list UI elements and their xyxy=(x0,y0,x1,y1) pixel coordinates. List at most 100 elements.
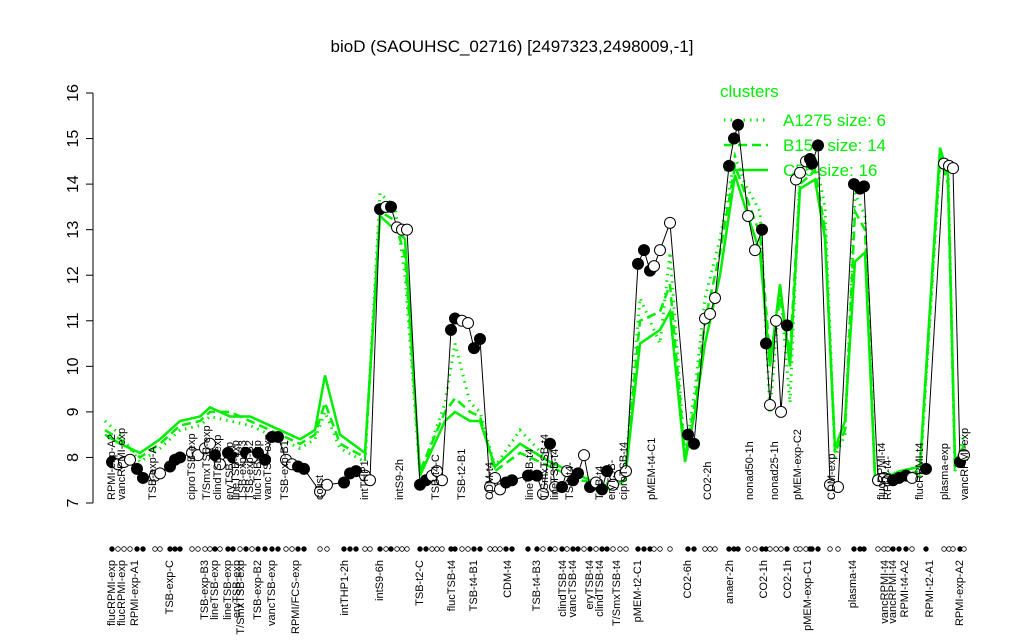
point-label: lineTSB-exp xyxy=(230,440,242,500)
cluster-dot xyxy=(283,546,289,552)
point xyxy=(947,162,959,175)
x-label: TSB-t4-B3 xyxy=(531,560,543,611)
legend-title: clusters xyxy=(720,82,779,101)
point-label: pMEM-t4-C1 xyxy=(646,438,658,500)
point xyxy=(298,462,310,475)
point-label: colist xyxy=(314,475,326,500)
cluster-dot xyxy=(896,546,902,552)
x-label: flucTSB-t4 xyxy=(446,560,458,611)
point xyxy=(770,314,782,327)
point xyxy=(572,467,584,480)
y-tick-label: 14 xyxy=(65,175,82,193)
x-label: CO2-1h xyxy=(782,560,794,599)
cluster-dot xyxy=(367,546,373,552)
point-label: nonad25-1h xyxy=(769,441,781,500)
cluster-dot xyxy=(347,546,353,552)
point-label: CDM-exp xyxy=(826,454,838,500)
point xyxy=(272,430,284,443)
point-label: vancRPMI-exp xyxy=(116,428,128,500)
cluster-dot xyxy=(417,546,423,552)
cluster-dot xyxy=(487,546,493,552)
cluster-dot xyxy=(477,546,483,552)
cluster-dot xyxy=(423,546,429,552)
x-label: RPMI-exp-A2 xyxy=(954,560,966,626)
cluster-dot xyxy=(702,546,708,552)
cluster-dot xyxy=(767,546,773,552)
x-label: lineTSB-exp xyxy=(222,560,234,620)
point xyxy=(749,244,761,257)
y-tick-label: 16 xyxy=(65,84,82,102)
cluster-dot xyxy=(923,546,929,552)
cluster-dot xyxy=(152,546,158,552)
x-label: TSB-exp-C xyxy=(164,560,176,614)
cluster-dot xyxy=(809,546,815,552)
point xyxy=(760,337,772,350)
point xyxy=(445,323,457,336)
cluster-dot xyxy=(903,546,909,552)
legend-label: A1275 size: 6 xyxy=(783,111,886,130)
cluster-dot xyxy=(362,546,368,552)
cluster-dot xyxy=(861,546,867,552)
point xyxy=(756,223,768,236)
cluster-dot xyxy=(459,546,465,552)
cluster-dot xyxy=(289,546,295,552)
cluster-dot xyxy=(255,546,261,552)
cluster-dot xyxy=(492,546,498,552)
cluster-dot xyxy=(815,546,821,552)
cluster-dot xyxy=(604,546,610,552)
x-label: anaer-2h xyxy=(724,560,736,604)
cluster-dot xyxy=(167,546,173,552)
y-tick-label: 11 xyxy=(65,312,82,329)
cluster-dot xyxy=(134,546,140,552)
x-label: CO2-1h xyxy=(758,560,770,599)
cluster-dot xyxy=(745,546,751,552)
cluster-dot xyxy=(657,546,663,552)
point-label: plasma-exp xyxy=(939,443,951,500)
point xyxy=(556,481,568,494)
cluster-dot xyxy=(394,546,400,552)
point xyxy=(214,458,226,471)
cluster-dot xyxy=(230,546,236,552)
point xyxy=(174,451,186,464)
cluster-dot xyxy=(851,546,857,552)
cluster-dot xyxy=(941,546,947,552)
x-label: vancTSB-exp xyxy=(266,560,278,626)
point-label: TSB-exp-B1 xyxy=(279,440,291,500)
cluster-dot xyxy=(452,546,458,552)
point-label: intS9-2h xyxy=(394,459,406,500)
cluster-dot xyxy=(564,546,570,552)
cluster-dot xyxy=(735,546,741,552)
x-label: eryTSB-exp xyxy=(231,560,243,618)
point xyxy=(124,453,136,466)
cluster-dot xyxy=(784,546,790,552)
x-label: TSB-exp-B2 xyxy=(252,560,264,620)
cluster-dot xyxy=(547,546,553,552)
cluster-dot xyxy=(295,546,301,552)
cluster-dot xyxy=(909,546,915,552)
cluster-dot xyxy=(243,546,249,552)
cluster-dot xyxy=(617,546,623,552)
point xyxy=(682,428,694,441)
legend-label: B152 size: 14 xyxy=(783,136,886,155)
cluster-dot xyxy=(503,546,509,552)
point-label: TSB-t4 xyxy=(594,466,606,500)
cluster-dot xyxy=(388,546,394,552)
x-label: pMEM-t2-C1 xyxy=(632,560,644,622)
y-tick-label: 9 xyxy=(65,407,82,416)
x-label: clindTSB-t4 xyxy=(594,560,606,617)
point-label: intTHP1- xyxy=(359,456,371,500)
cluster-dot xyxy=(559,546,565,552)
chart-title: bioD (SAOUHSC_02716) [2497323,2498009,-1… xyxy=(331,37,694,56)
point-label: lineTSB-t4 xyxy=(524,449,536,500)
cluster-dot xyxy=(525,546,531,552)
point-label: vancTSB-exp xyxy=(262,434,274,500)
cluster-dot xyxy=(471,546,477,552)
cluster-dot xyxy=(212,546,218,552)
cluster-dot xyxy=(961,546,967,552)
point xyxy=(601,465,613,478)
point xyxy=(462,317,474,330)
point-label: RPMI-exp-A2 xyxy=(106,434,118,500)
x-label: flucRPMI-exp xyxy=(106,560,118,626)
point-label: lineTSB-t4 xyxy=(549,449,561,500)
cluster-dot xyxy=(707,546,713,552)
